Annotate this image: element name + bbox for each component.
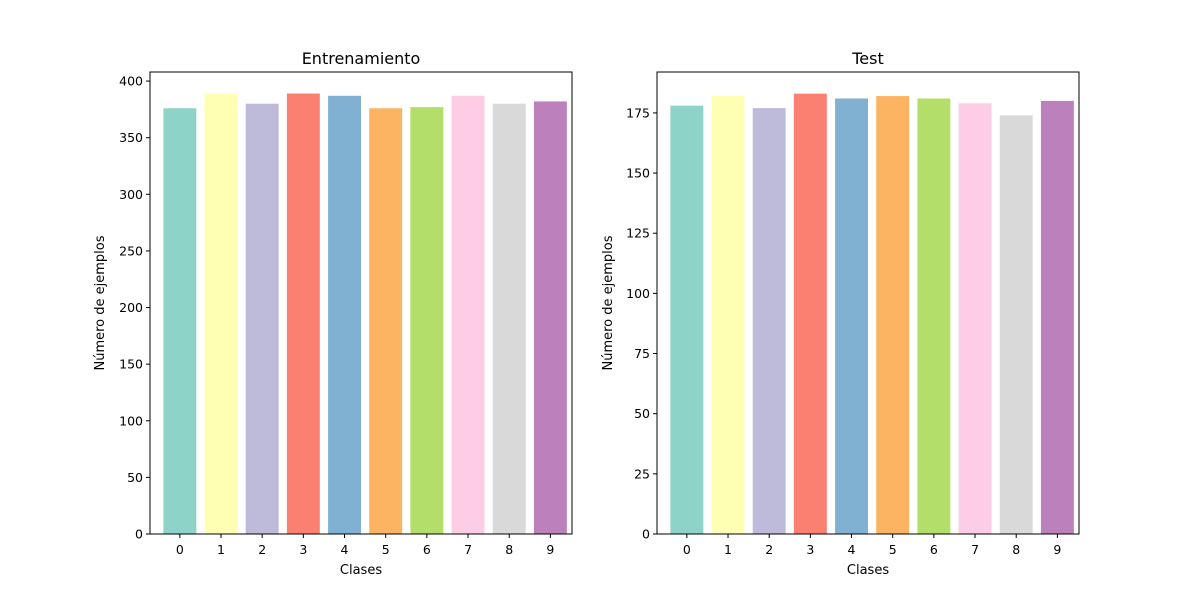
- bar-6: [410, 107, 444, 534]
- y-axis-label: Número de ejemplos: [601, 235, 616, 370]
- y-tick-label: 75: [634, 346, 650, 361]
- bar-0: [163, 108, 197, 535]
- y-tick-label: 25: [634, 466, 650, 481]
- bar-6: [917, 98, 951, 534]
- x-tick-label: 0: [683, 542, 691, 557]
- bar-2: [245, 103, 279, 535]
- bar-7: [958, 103, 992, 534]
- y-tick-label: 125: [626, 226, 650, 241]
- y-tick-label: 100: [119, 413, 143, 428]
- x-tick-label: 6: [423, 542, 431, 557]
- x-tick-label: 4: [848, 542, 856, 557]
- chart-title: Test: [851, 49, 884, 68]
- y-tick-label: 100: [626, 286, 650, 301]
- y-tick-label: 150: [626, 166, 650, 181]
- x-tick-label: 8: [505, 542, 513, 557]
- y-axis-label: Número de ejemplos: [93, 235, 108, 370]
- y-tick-label: 400: [119, 74, 143, 89]
- bar-2: [752, 108, 786, 534]
- bar-4: [835, 98, 868, 534]
- bar-3: [286, 93, 320, 534]
- y-tick-label: 50: [127, 470, 143, 485]
- bar-5: [369, 108, 403, 535]
- x-tick-label: 7: [464, 542, 472, 557]
- axes-frame: [149, 71, 573, 535]
- x-tick-label: 9: [546, 542, 554, 557]
- y-tick-label: 0: [135, 527, 143, 542]
- x-tick-label: 5: [382, 542, 390, 557]
- x-tick-label: 5: [889, 542, 897, 557]
- y-tick-label: 250: [119, 243, 143, 258]
- bar-9: [1040, 100, 1074, 535]
- x-axis-label: Clases: [847, 563, 889, 578]
- y-tick-label: 175: [626, 105, 650, 120]
- x-tick-label: 6: [930, 542, 938, 557]
- x-axis-ticks: 0 1 2 3 4 5 6 7 8 9: [683, 534, 1061, 557]
- bar-group: [163, 93, 567, 535]
- x-tick-label: 2: [765, 542, 773, 557]
- x-tick-label: 4: [341, 542, 349, 557]
- x-tick-label: 2: [258, 542, 266, 557]
- x-tick-label: 1: [724, 542, 732, 557]
- x-tick-label: 3: [806, 542, 814, 557]
- chart-test: Test 0 25 50 75 100 125 150 175 0 1 2 3 4 5 6 7 8 9 Clas…: [601, 49, 1080, 578]
- bar-1: [204, 93, 238, 534]
- y-tick-label: 0: [642, 527, 650, 542]
- chart-title: Entrenamiento: [302, 49, 421, 68]
- bar-8: [492, 103, 526, 535]
- x-tick-label: 0: [176, 542, 184, 557]
- x-tick-label: 7: [971, 542, 979, 557]
- y-tick-label: 150: [119, 357, 143, 372]
- y-tick-label: 300: [119, 187, 143, 202]
- bar-7: [451, 95, 485, 534]
- y-tick-label: 50: [634, 406, 650, 421]
- y-axis-ticks: 0 25 50 75 100 125 150 175: [626, 105, 657, 542]
- y-tick-label: 350: [119, 130, 143, 145]
- bar-9: [533, 101, 567, 534]
- axes-frame: [656, 71, 1080, 535]
- x-tick-label: 8: [1012, 542, 1020, 557]
- y-tick-label: 200: [119, 300, 143, 315]
- x-tick-label: 9: [1053, 542, 1061, 557]
- bar-3: [793, 93, 827, 534]
- bar-0: [670, 105, 704, 534]
- bar-8: [999, 115, 1033, 534]
- x-tick-label: 1: [217, 542, 225, 557]
- x-tick-label: 3: [299, 542, 307, 557]
- bar-4: [328, 95, 361, 534]
- x-axis-label: Clases: [340, 563, 382, 578]
- bar-group: [670, 93, 1074, 535]
- bar-5: [876, 96, 910, 534]
- bar-1: [711, 96, 745, 534]
- y-axis-ticks: 0 50 100 150 200 250 300 350 400: [119, 74, 150, 542]
- x-axis-ticks: 0 1 2 3 4 5 6 7 8 9: [176, 534, 554, 557]
